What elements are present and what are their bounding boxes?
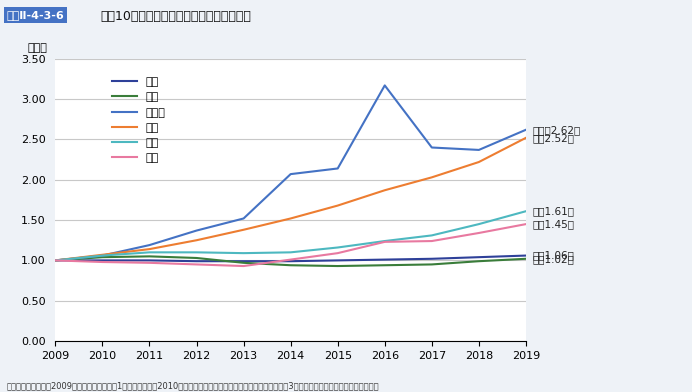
ロシア bbox=[239, 216, 248, 221]
日本 bbox=[286, 259, 295, 263]
Line: 豪州: 豪州 bbox=[55, 224, 526, 266]
Text: 豪兹1.45倍: 豪兹1.45倍 bbox=[533, 219, 575, 229]
中国 bbox=[192, 238, 201, 243]
米国 bbox=[475, 259, 483, 263]
韓国 bbox=[522, 209, 530, 214]
中国 bbox=[145, 247, 154, 251]
米国 bbox=[381, 263, 389, 268]
韓国 bbox=[98, 253, 107, 258]
中国 bbox=[334, 203, 342, 208]
韓国 bbox=[145, 250, 154, 255]
Text: 図表Ⅱ-4-3-6: 図表Ⅱ-4-3-6 bbox=[7, 10, 64, 20]
Text: 中国2.52倍: 中国2.52倍 bbox=[533, 133, 575, 143]
Text: （注）　各国每に、2009年度の公表国防費を1とした場合の、2010年度以降の各年の公表国防費との比率（小数点第3位を四捨五入）をグラフにしたもの。: （注） 各国每に、2009年度の公表国防費を1とした場合の、2010年度以降の各… bbox=[7, 381, 379, 390]
豪州 bbox=[239, 264, 248, 269]
中国 bbox=[239, 227, 248, 232]
米国 bbox=[334, 264, 342, 269]
韓国 bbox=[239, 251, 248, 256]
ロシア bbox=[428, 145, 436, 150]
豪州 bbox=[428, 239, 436, 243]
日本 bbox=[98, 258, 107, 263]
Legend: 日本, 米国, ロシア, 中国, 韓国, 豪州: 日本, 米国, ロシア, 中国, 韓国, 豪州 bbox=[108, 73, 170, 167]
日本 bbox=[239, 259, 248, 263]
中国 bbox=[98, 252, 107, 257]
豪州 bbox=[98, 260, 107, 264]
中国 bbox=[428, 175, 436, 180]
豪州 bbox=[475, 230, 483, 235]
ロシア bbox=[475, 147, 483, 152]
豪州 bbox=[286, 257, 295, 262]
米国 bbox=[145, 254, 154, 259]
ロシア bbox=[145, 243, 154, 247]
日本 bbox=[51, 258, 60, 263]
中国 bbox=[475, 160, 483, 164]
ロシア bbox=[192, 228, 201, 233]
ロシア bbox=[522, 127, 530, 132]
Text: 日本1.06倍: 日本1.06倍 bbox=[533, 250, 575, 261]
中国 bbox=[381, 188, 389, 192]
日本 bbox=[522, 253, 530, 258]
豪州 bbox=[192, 262, 201, 267]
Text: （倍）: （倍） bbox=[27, 43, 47, 53]
豪州 bbox=[145, 260, 154, 265]
ロシア bbox=[51, 258, 60, 263]
日本 bbox=[475, 255, 483, 260]
韓国 bbox=[286, 250, 295, 255]
ロシア bbox=[334, 166, 342, 171]
ロシア bbox=[286, 172, 295, 176]
Text: 最近10年間における主要国の国防費の変化: 最近10年間における主要国の国防費の変化 bbox=[100, 10, 251, 23]
米国 bbox=[98, 255, 107, 260]
米国 bbox=[522, 256, 530, 261]
中国 bbox=[522, 136, 530, 140]
Line: 韓国: 韓国 bbox=[55, 211, 526, 260]
Text: 米国1.02倍: 米国1.02倍 bbox=[533, 254, 575, 264]
米国 bbox=[286, 263, 295, 268]
日本 bbox=[334, 258, 342, 263]
日本 bbox=[192, 259, 201, 263]
韓国 bbox=[381, 239, 389, 243]
韓国 bbox=[51, 258, 60, 263]
ロシア bbox=[98, 253, 107, 258]
Line: 日本: 日本 bbox=[55, 256, 526, 261]
Text: ロシア2.62倍: ロシア2.62倍 bbox=[533, 125, 581, 135]
韓国 bbox=[334, 245, 342, 250]
日本 bbox=[145, 258, 154, 263]
韓国 bbox=[475, 222, 483, 227]
Line: ロシア: ロシア bbox=[55, 85, 526, 260]
米国 bbox=[51, 258, 60, 263]
豪州 bbox=[51, 258, 60, 263]
ロシア bbox=[381, 83, 389, 88]
豪州 bbox=[381, 240, 389, 244]
中国 bbox=[51, 258, 60, 263]
Text: 韓国1.61倍: 韓国1.61倍 bbox=[533, 206, 575, 216]
韓国 bbox=[192, 250, 201, 255]
米国 bbox=[239, 260, 248, 265]
日本 bbox=[428, 256, 436, 261]
韓国 bbox=[428, 233, 436, 238]
Line: 中国: 中国 bbox=[55, 138, 526, 260]
Line: 米国: 米国 bbox=[55, 256, 526, 266]
米国 bbox=[428, 262, 436, 267]
米国 bbox=[192, 256, 201, 260]
豪州 bbox=[334, 251, 342, 256]
中国 bbox=[286, 216, 295, 221]
日本 bbox=[381, 257, 389, 262]
豪州 bbox=[522, 222, 530, 227]
